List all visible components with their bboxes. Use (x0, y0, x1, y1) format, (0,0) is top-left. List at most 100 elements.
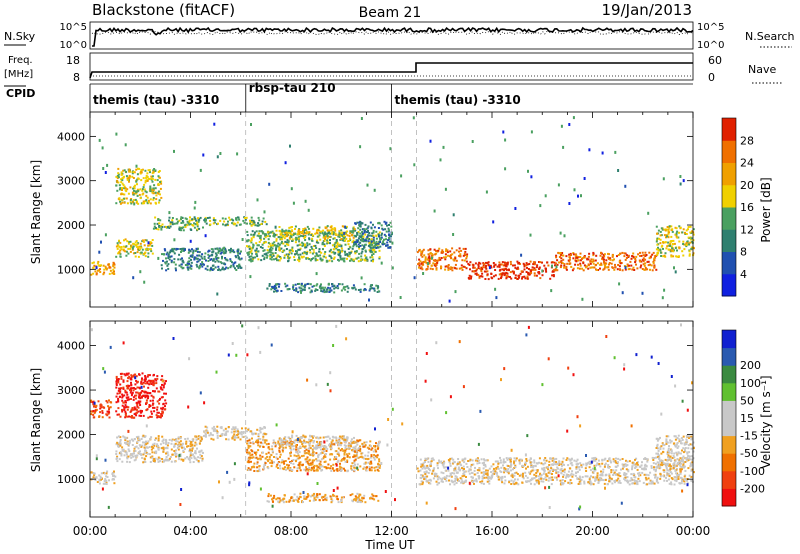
heatmap-cell (165, 402, 168, 405)
heatmap-cell (364, 457, 367, 460)
heatmap-cell (157, 447, 160, 450)
heatmap-cell (673, 242, 676, 245)
heatmap-cell (290, 462, 292, 465)
heatmap-cell (200, 455, 203, 457)
heatmap-cell (123, 185, 126, 188)
heatmap-cell (124, 415, 127, 418)
heatmap-cell (667, 241, 670, 244)
heatmap-cell (315, 272, 318, 276)
heatmap-cell (124, 389, 127, 392)
heatmap-cell (137, 167, 139, 170)
heatmap-cell (122, 435, 125, 438)
heatmap-cell (164, 447, 167, 450)
heatmap-cell (289, 232, 292, 235)
heatmap-cell (305, 257, 308, 260)
heatmap-cell (149, 185, 152, 188)
heatmap-cell (330, 289, 333, 292)
heatmap-cell (196, 250, 199, 253)
heatmap-cell (552, 275, 555, 278)
heatmap-cell (265, 443, 268, 446)
heatmap-cell (329, 242, 331, 245)
heatmap-cell (413, 276, 416, 280)
heatmap-cell (343, 450, 346, 453)
heatmap-cell (124, 406, 127, 409)
heatmap-cell (268, 284, 271, 287)
heatmap-cell (356, 241, 359, 243)
heatmap-cell (576, 267, 579, 270)
heatmap-cell (652, 251, 655, 254)
heatmap-cell (507, 468, 510, 471)
heatmap-cell (239, 438, 242, 441)
heatmap-cell (271, 244, 274, 247)
heatmap-cell (336, 243, 339, 246)
heatmap-cell (619, 268, 621, 271)
heatmap-cell (139, 400, 142, 403)
heatmap-cell (428, 257, 431, 260)
heatmap-cell (373, 445, 375, 447)
heatmap-cell (199, 263, 202, 266)
freq-trace (89, 62, 693, 79)
heatmap-cell (288, 236, 291, 239)
heatmap-cell (343, 257, 346, 260)
heatmap-cell (214, 252, 217, 255)
heatmap-cell (136, 178, 139, 181)
heatmap-cell (154, 169, 157, 172)
heatmap-cell (294, 283, 297, 286)
heatmap-cell (214, 266, 217, 269)
heatmap-cell (288, 288, 291, 290)
heatmap-cell (152, 198, 155, 201)
heatmap-cell (114, 475, 117, 478)
heatmap-cell (331, 244, 334, 247)
heatmap-cell (353, 450, 356, 453)
heatmap-cell (628, 264, 631, 267)
heatmap-cell (295, 455, 298, 458)
heatmap-cell (293, 454, 296, 457)
heatmap-cell (304, 227, 307, 230)
heatmap-cell (273, 241, 276, 244)
heatmap-cell (288, 237, 291, 240)
heatmap-cell (332, 257, 335, 260)
heatmap-cell (315, 253, 318, 256)
heatmap-cell (219, 252, 222, 255)
heatmap-cell (316, 440, 318, 443)
heatmap-cell (295, 444, 298, 447)
heatmap-cell (156, 191, 159, 194)
heatmap-cell (424, 257, 427, 260)
heatmap-cell (94, 406, 97, 409)
heatmap-cell (332, 436, 335, 439)
heatmap-cell (278, 497, 281, 500)
heatmap-cell (166, 264, 169, 267)
heatmap-cell (670, 235, 673, 238)
heatmap-cell (135, 394, 138, 397)
heatmap-cell (354, 499, 357, 502)
heatmap-cell (270, 288, 273, 291)
heatmap-cell (148, 379, 151, 382)
heatmap-cell (313, 469, 316, 472)
heatmap-cell (675, 235, 678, 238)
heatmap-cell (160, 182, 163, 185)
heatmap-cell (293, 233, 296, 236)
heatmap-cell (275, 256, 278, 259)
heatmap-cell (301, 442, 304, 444)
heatmap-cell (275, 444, 277, 446)
heatmap-cell (330, 226, 333, 229)
heatmap-cell (330, 501, 333, 504)
heatmap-cell (288, 226, 291, 229)
heatmap-cell (268, 458, 271, 461)
heatmap-cell (323, 243, 326, 246)
heatmap-cell (211, 264, 214, 267)
heatmap-cell (561, 464, 563, 467)
heatmap-cell (155, 414, 158, 417)
heatmap-cell (678, 240, 681, 243)
heatmap-cell (298, 257, 301, 260)
heatmap-cell (196, 260, 199, 263)
heatmap-cell (657, 246, 659, 249)
heatmap-cell (103, 406, 106, 409)
heatmap-cell (366, 454, 369, 457)
heatmap-cell (357, 447, 360, 450)
heatmap-cell (151, 443, 154, 446)
heatmap-cell (118, 184, 121, 187)
heatmap-cell (556, 263, 559, 266)
heatmap-cell (275, 289, 278, 292)
heatmap-cell (108, 399, 110, 402)
